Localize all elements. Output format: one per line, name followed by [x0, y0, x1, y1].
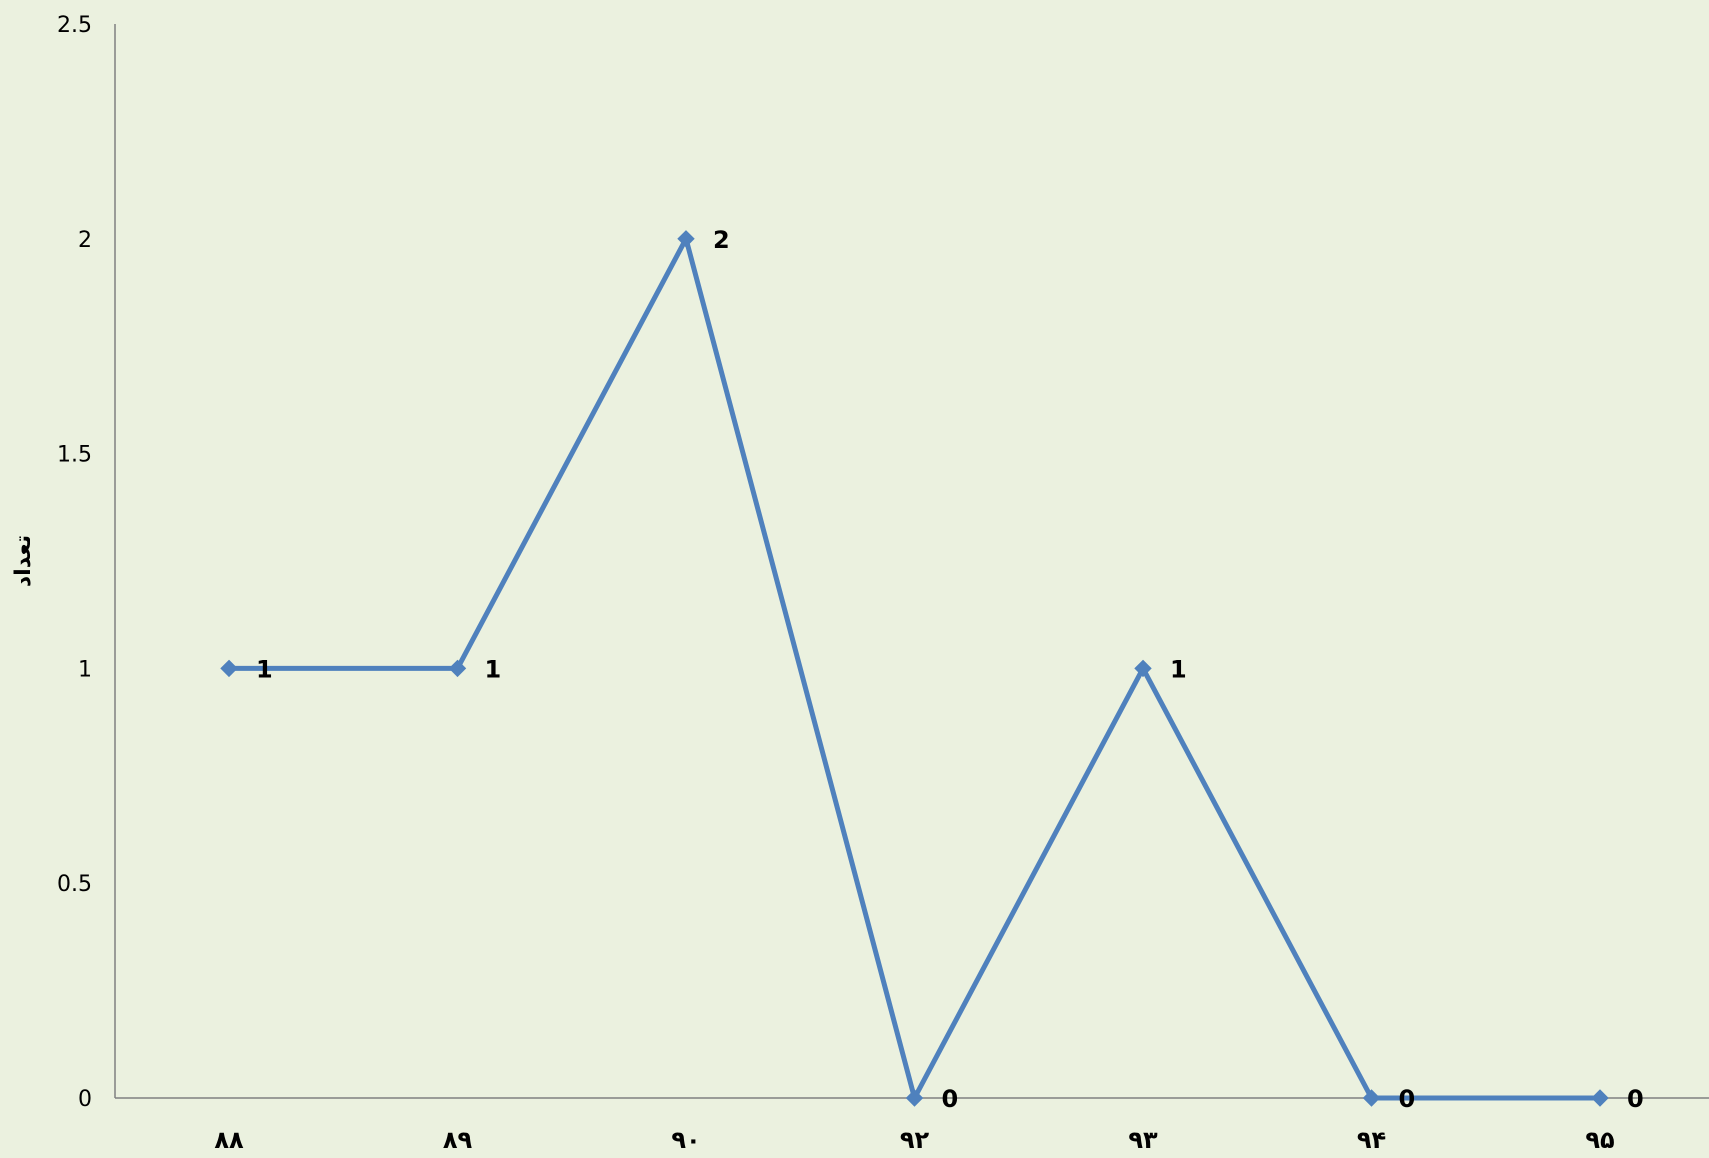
x-tick-label: ۸۹ [443, 1126, 473, 1154]
y-tick-label: 1 [78, 657, 92, 682]
x-tick-label: ۹۴ [1357, 1126, 1386, 1154]
y-tick-label: 0 [78, 1087, 92, 1112]
y-tick-label: 1.5 [57, 443, 92, 468]
x-tick-labels: ۸۸ ۸۹ ۹۰ ۹۲ ۹۳ ۹۴ ۹۵ [214, 1126, 1614, 1154]
data-label: 0 [942, 1085, 959, 1113]
data-label: 1 [1170, 655, 1187, 683]
data-point-marker [448, 659, 467, 678]
data-point-marker [905, 1089, 924, 1107]
x-tick-label: ۹۳ [1128, 1126, 1158, 1154]
data-label: 1 [256, 655, 273, 683]
y-tick-label: 0.5 [57, 872, 92, 897]
x-tick-label: ۹۵ [1585, 1126, 1614, 1154]
data-point-marker [220, 659, 238, 678]
y-axis-title: تعداد [11, 535, 36, 587]
data-label: 2 [713, 226, 730, 254]
data-point-marker [1591, 1089, 1609, 1107]
y-tick-label: 2.5 [57, 13, 92, 38]
y-tick-labels: 0 0.5 1 1.5 2 2.5 [57, 13, 92, 1112]
y-tick-label: 2 [78, 228, 92, 253]
x-tick-label: ۸۸ [214, 1126, 244, 1154]
data-labels: 1 1 2 0 1 0 0 [256, 226, 1644, 1113]
data-label: 1 [485, 655, 502, 683]
x-tick-label: ۹۰ [671, 1126, 700, 1154]
data-point-marker [1134, 659, 1152, 678]
markers [220, 230, 1609, 1107]
data-label: 0 [1627, 1085, 1644, 1113]
x-tick-label: ۹۲ [900, 1126, 930, 1154]
data-point-marker [1362, 1089, 1381, 1107]
data-label: 0 [1399, 1085, 1416, 1113]
data-point-marker [677, 230, 695, 248]
